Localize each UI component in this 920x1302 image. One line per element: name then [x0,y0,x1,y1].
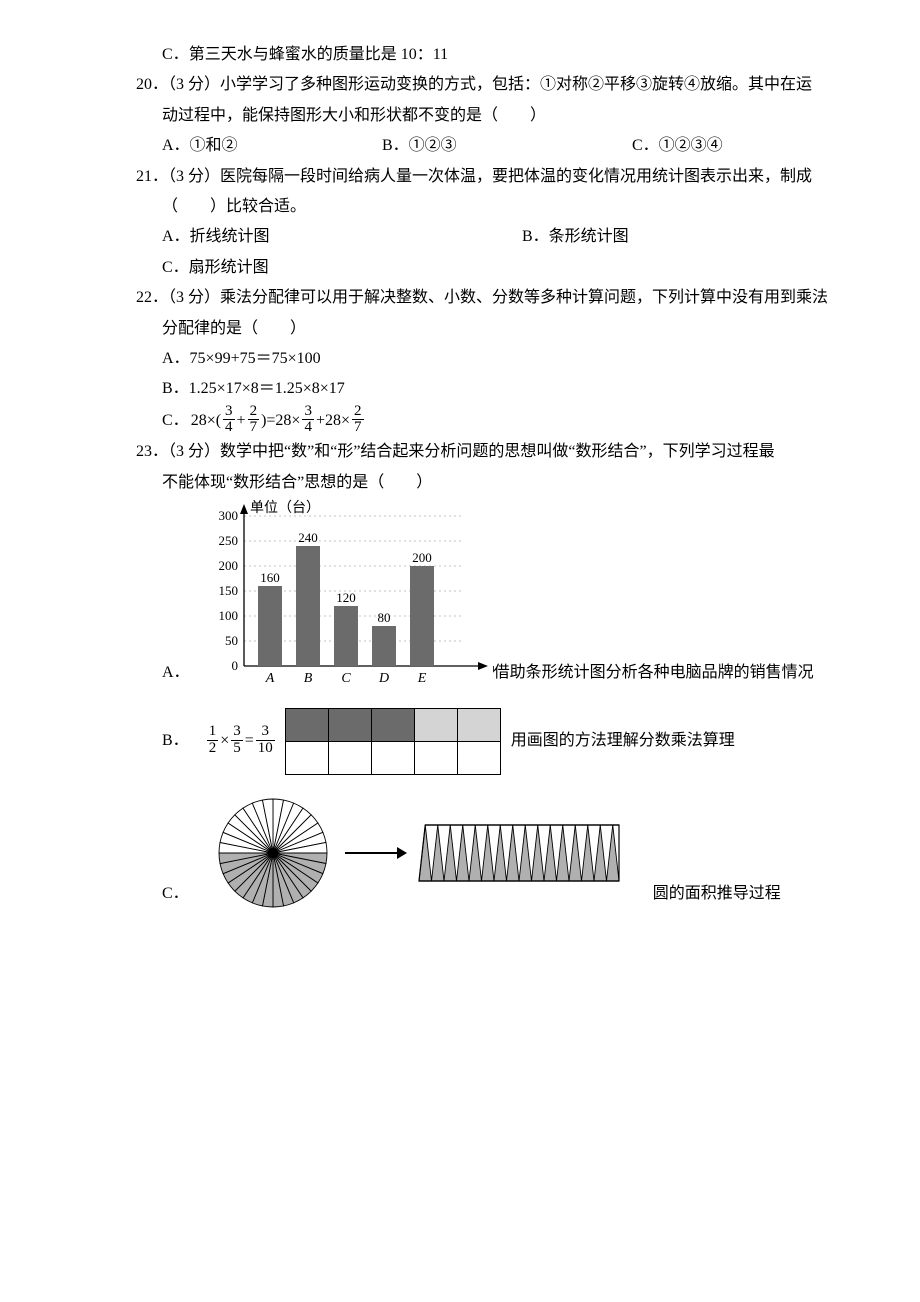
q21-optB: B．条形统计图 [522,222,882,252]
svg-text:200: 200 [218,558,238,573]
q20-options: A．①和② B．①②③ C．①②③④ [80,131,840,161]
q-text: 动过程中，能保持图形大小和形状都不变的是（ ） [162,107,546,124]
opt-text: 第三天水与蜂蜜水的质量比是 10：11 [189,46,448,63]
eq-text: = [245,726,254,756]
q21-optA: A．折线统计图 [162,222,522,252]
q-number: 20．（3 分） [136,76,220,93]
grid-cell [285,741,328,774]
svg-text:160: 160 [260,570,280,585]
q22-line2: 分配律的是（ ） [80,314,840,344]
optC-caption: 圆的面积推导过程 [653,879,781,913]
optA-caption: 借助条形统计图分析各种电脑品牌的销售情况 [494,658,814,694]
q22-optA: A．75×99+75＝75×100 [80,344,840,374]
circle-diagram [215,793,635,913]
grid-cell [328,741,371,774]
q20-line1: 20．（3 分）小学学习了多种图形运动变换的方式，包括：①对称②平移③旋转④放缩… [80,70,840,100]
svg-text:240: 240 [298,530,318,545]
svg-text:D: D [378,671,389,686]
svg-text:100: 100 [218,608,238,623]
svg-text:200: 200 [412,550,432,565]
fraction: 35 [231,724,243,757]
svg-text:单位（台）: 单位（台） [250,500,320,516]
fraction: 27 [352,404,364,437]
q-number: 23．（3 分） [136,443,220,460]
grid-cell [457,708,500,741]
q-text: （ ）比较合适。 [162,198,306,215]
opt-letter: C． [162,46,189,63]
svg-text:250: 250 [218,533,238,548]
q21-line1: 21．（3 分）医院每隔一段时间给病人量一次体温，要把体温的变化情况用统计图表示… [80,162,840,192]
bar-chart-container: 050100150200250300单位（台）品牌160A240B120C80D… [198,498,494,694]
fraction: 34 [223,404,235,437]
q-number: 21．（3 分） [136,168,220,185]
svg-text:C: C [341,671,351,686]
fraction: 12 [207,724,219,757]
fraction: 27 [248,404,260,437]
optA-letter: A． [162,658,198,694]
svg-text:120: 120 [336,590,356,605]
optB-letter: B． [162,726,197,756]
q21-line2: （ ）比较合适。 [80,192,840,222]
grid-cell [371,741,414,774]
q19-optC: C．第三天水与蜂蜜水的质量比是 10：11 [80,40,840,70]
eq-text: )=28× [261,406,300,436]
opt-letter: C． [162,406,189,436]
grid-cell [371,708,414,741]
svg-text:150: 150 [218,583,238,598]
q-text: 乘法分配律可以用于解决整数、小数、分数等多种计算问题，下列计算中没有用到乘法 [220,289,828,306]
q-text: 数学中把“数”和“形”结合起来分析问题的思想叫做“数形结合”，下列学习过程最 [220,443,775,460]
grid-cell [457,741,500,774]
eq-text: 28×( [191,406,221,436]
q20-optA: A．①和② [162,131,382,161]
svg-text:A: A [264,671,274,686]
optC-letter: C． [162,879,197,913]
q23-optA-row: A． 050100150200250300单位（台）品牌160A240B120C… [80,498,840,694]
q20-line2: 动过程中，能保持图形大小和形状都不变的是（ ） [80,101,840,131]
optB-caption: 用画图的方法理解分数乘法算理 [511,726,735,756]
grid-cell [414,708,457,741]
q20-optC: C．①②③④ [632,131,812,161]
q22-line1: 22．（3 分）乘法分配律可以用于解决整数、小数、分数等多种计算问题，下列计算中… [80,283,840,313]
eq-text: +28× [316,406,350,436]
grid-cell [285,708,328,741]
eq-text: × [220,726,229,756]
q-text: 不能体现“数形结合”思想的是（ ） [162,474,432,491]
svg-text:B: B [303,671,312,686]
svg-text:E: E [416,671,426,686]
grid-cell [414,741,457,774]
q20-optB: B．①②③ [382,131,632,161]
q22-optB: B．1.25×17×8＝1.25×8×17 [80,374,840,404]
q23-optB-row: B． 12 × 35 = 310 用画图的方法理解分数乘法算理 [80,708,840,775]
svg-text:300: 300 [218,508,238,523]
svg-text:50: 50 [225,633,238,648]
fraction: 34 [302,404,314,437]
q23-optC-row: C． 圆的面积推导过程 [80,793,840,913]
q-text: 小学学习了多种图形运动变换的方式，包括：①对称②平移③旋转④放缩。其中在运 [220,76,812,93]
q-number: 22．（3 分） [136,289,220,306]
svg-text:0: 0 [231,658,238,673]
fraction: 310 [256,724,275,757]
bar-chart: 050100150200250300单位（台）品牌160A240B120C80D… [198,498,494,694]
eq-text: + [237,406,246,436]
q23-line1: 23．（3 分）数学中把“数”和“形”结合起来分析问题的思想叫做“数形结合”，下… [80,437,840,467]
fraction-grid [285,708,501,775]
optB-equation: 12 × 35 = 310 [207,725,275,758]
q23-line2: 不能体现“数形结合”思想的是（ ） [80,468,840,498]
q21-optC: C．扇形统计图 [80,253,840,283]
q21-options-row1: A．折线统计图 B．条形统计图 [80,222,840,252]
q-text: 医院每隔一段时间给病人量一次体温，要把体温的变化情况用统计图表示出来，制成 [220,168,812,185]
q-text: 分配律的是（ ） [162,320,306,337]
q22-optC: C． 28×( 34 + 27 )=28× 34 +28× 27 [80,405,840,438]
svg-text:80: 80 [377,610,390,625]
grid-cell [328,708,371,741]
